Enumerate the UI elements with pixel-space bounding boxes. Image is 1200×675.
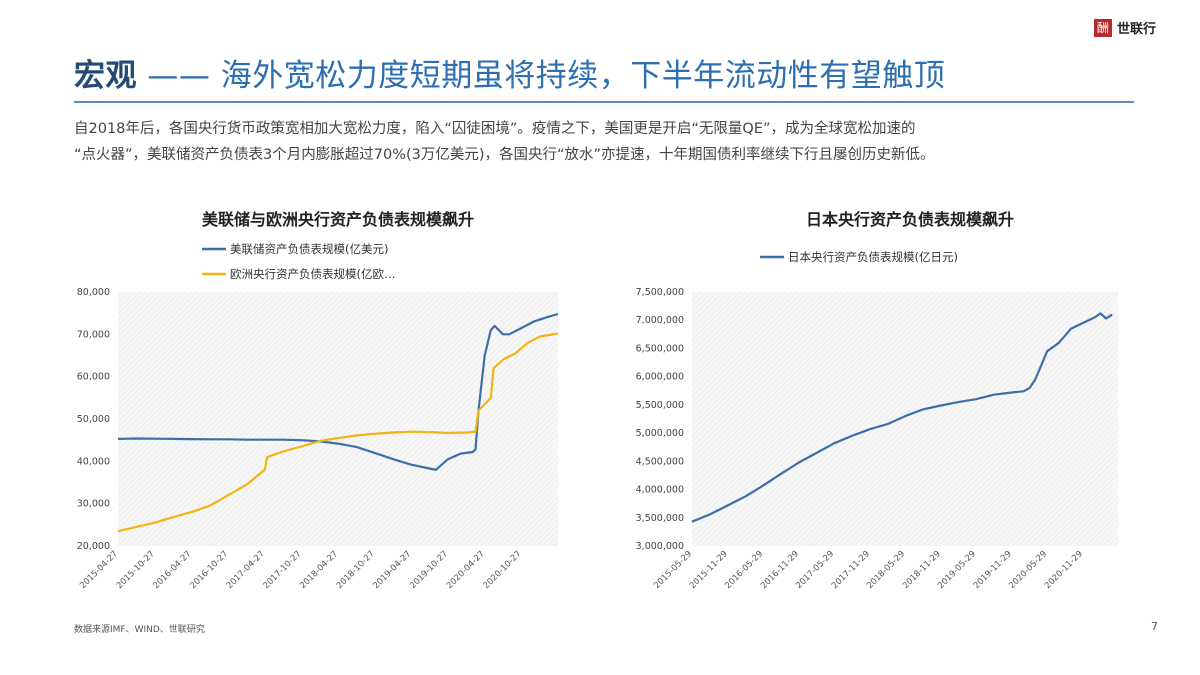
logo-mark-icon: 酬 xyxy=(1094,18,1112,37)
y-tick-label: 4,000,000 xyxy=(636,485,684,496)
title-rest: —— 海外宽松力度短期虽将持续，下半年流动性有望触顶 xyxy=(137,58,946,94)
x-tick-label: 2020-11-29 xyxy=(1043,549,1085,591)
plot-area xyxy=(118,292,558,546)
data-source-note: 数据来源IMF、WIND、世联研究 xyxy=(74,625,205,635)
x-tick-label: 2019-10-27 xyxy=(408,549,450,591)
y-tick-label: 80,000 xyxy=(77,287,110,298)
y-tick-label: 5,500,000 xyxy=(636,400,684,411)
y-tick-label: 6,500,000 xyxy=(636,343,684,354)
y-tick-label: 60,000 xyxy=(77,372,110,383)
x-tick-label: 2018-10-27 xyxy=(335,549,377,591)
legend-label-1: 日本央行资产负债表规模(亿日元) xyxy=(788,250,958,264)
y-tick-label: 50,000 xyxy=(77,414,110,425)
x-tick-label: 2020-10-27 xyxy=(482,549,524,591)
company-logo: 酬 世联行 xyxy=(1094,18,1156,37)
series-line-1 xyxy=(691,312,1113,523)
y-tick-label: 5,000,000 xyxy=(636,428,684,439)
y-tick-label: 3,000,000 xyxy=(636,541,684,552)
x-tick-label: 2019-04-27 xyxy=(371,549,413,591)
legend-label-1: 美联储资产负债表规模(亿美元) xyxy=(230,242,388,256)
y-tick-label: 70,000 xyxy=(77,329,110,340)
boj-balance-sheet-chart: 3,000,000 3,500,000 4,000,000 4,500,000 5,00… xyxy=(636,250,1118,591)
fed-ecb-balance-sheet-chart: 20,000 30,000 40,000 50,000 60,000 70,000 80,0… xyxy=(77,242,559,591)
y-tick-label: 3,500,000 xyxy=(636,513,684,524)
x-tick-label: 2016-10-27 xyxy=(188,549,230,591)
logo-text: 世联行 xyxy=(1117,22,1157,37)
x-tick-label: 2017-10-27 xyxy=(262,549,304,591)
x-tick-label: 2015-04-27 xyxy=(78,549,120,591)
y-tick-label: 7,000,000 xyxy=(636,315,684,326)
y-tick-label: 30,000 xyxy=(77,499,110,510)
series-line-2 xyxy=(117,332,559,533)
intro-paragraph: 自2018年后，各国央行货币政策宽相加大宽松力度，陷入“囚徒困境”。疫情之下，美… xyxy=(74,116,1154,168)
intro-line-1: 自2018年后，各国央行货币政策宽相加大宽松力度，陷入“囚徒困境”。疫情之下，美… xyxy=(74,121,916,137)
chart-1-title: 美联储与欧洲央行资产负债表规模飙升 xyxy=(201,210,474,229)
x-tick-label: 2016-04-27 xyxy=(152,549,194,591)
title-divider xyxy=(74,101,1134,103)
title-main: 宏观 xyxy=(74,58,137,94)
legend-label-2: 欧洲央行资产负债表规模(亿欧… xyxy=(230,267,396,281)
x-tick-label: 2020-04-27 xyxy=(445,549,487,591)
intro-line-2: “点火器”，美联储资产负债表3个月内膨胀超过70%(3万亿美元)，各国央行“放水… xyxy=(74,147,935,163)
y-tick-label: 40,000 xyxy=(77,456,110,467)
chart-2-title: 日本央行资产负债表规模飙升 xyxy=(805,210,1014,229)
page-number: 7 xyxy=(1151,620,1158,633)
y-tick-label: 7,500,000 xyxy=(636,287,684,298)
page-title: 宏观 —— 海外宽松力度短期虽将持续，下半年流动性有望触顶 xyxy=(74,50,945,95)
x-tick-label: 2017-04-27 xyxy=(225,549,267,591)
x-tick-label: 2015-10-27 xyxy=(115,549,157,591)
y-tick-label: 4,500,000 xyxy=(636,456,684,467)
y-tick-label: 6,000,000 xyxy=(636,372,684,383)
plot-area xyxy=(692,292,1118,546)
y-tick-label: 20,000 xyxy=(77,541,110,552)
x-tick-label: 2018-04-27 xyxy=(298,549,340,591)
series-line-1 xyxy=(117,312,559,471)
